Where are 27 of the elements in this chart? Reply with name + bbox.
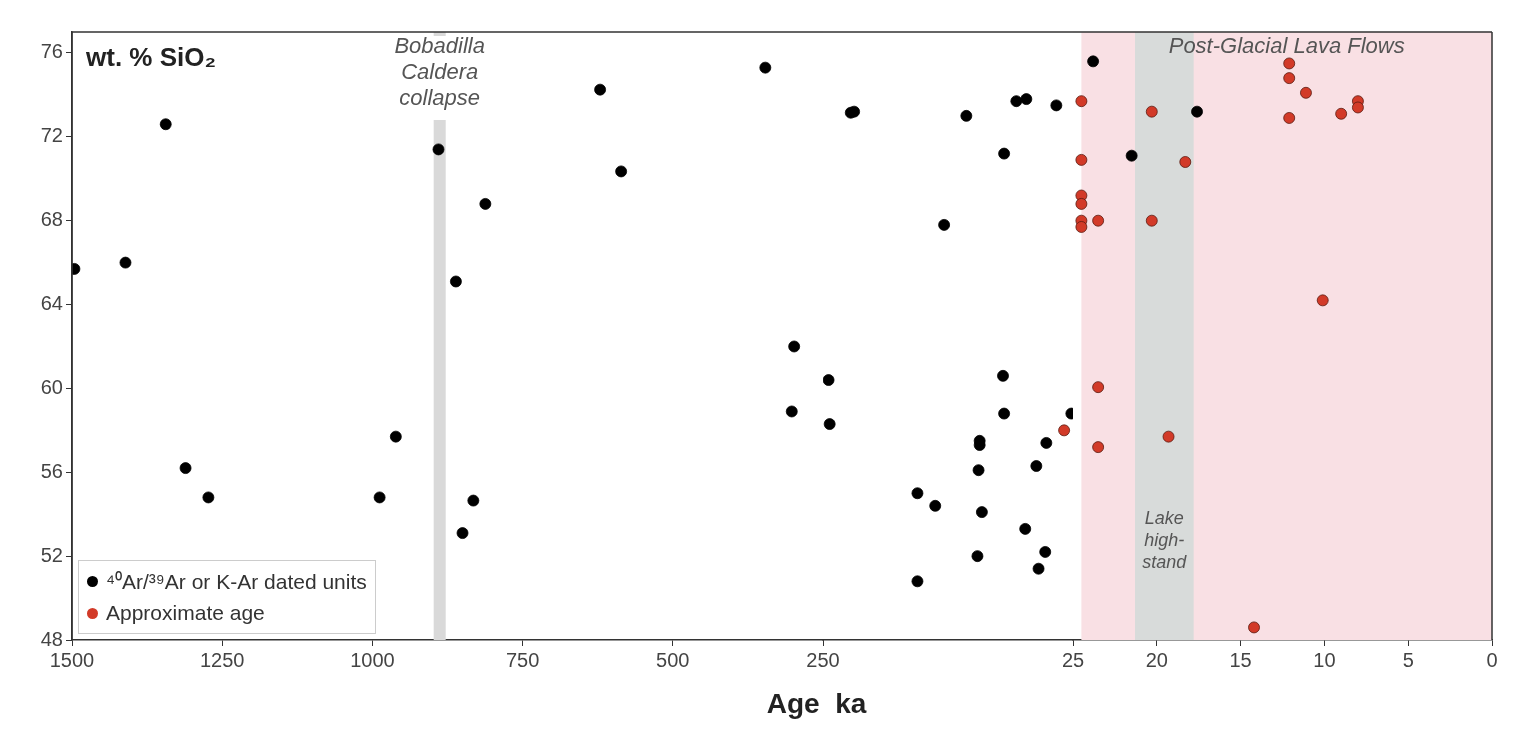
x-tick-label: 15 <box>1229 648 1252 671</box>
y-tick-label: 64 <box>40 292 63 315</box>
y-tick-label: 72 <box>40 124 63 147</box>
x-tick-label: 1250 <box>199 648 245 671</box>
x-tick-label: 500 <box>656 648 690 671</box>
y-tick-label: 76 <box>40 40 63 63</box>
band-label: Lake high-stand <box>1142 508 1188 572</box>
x-tick-label: 20 <box>1145 648 1169 671</box>
x-tick-label: 0 <box>1486 648 1498 671</box>
x-tick-label: 1000 <box>350 648 395 671</box>
x-tick-label: 1500 <box>49 648 95 671</box>
x-tick-label: 5 <box>1402 648 1414 671</box>
y-tick-label: 48 <box>40 627 63 650</box>
y-tick-label: 52 <box>40 543 63 566</box>
band-label: Post-Glacial Lava Flows <box>1168 33 1405 59</box>
x-axis-title: Age ka <box>765 688 868 720</box>
y-tick-label: 60 <box>40 375 63 398</box>
legend-label: ⁴⁰Ar/³⁹Ar or K-Ar dated units <box>106 569 367 595</box>
y-axis-title: wt. % SiO₂ <box>86 42 217 73</box>
x-tick-label: 750 <box>505 648 540 671</box>
band-label: Bobadilla Caldera collapse <box>394 33 485 111</box>
legend-label: Approximate age <box>106 601 265 625</box>
x-tick-label: 250 <box>806 648 840 671</box>
y-tick-label: 68 <box>40 208 63 231</box>
y-tick-label: 56 <box>40 459 63 482</box>
x-tick-label: 10 <box>1313 648 1336 671</box>
x-tick-label: 25 <box>1062 648 1085 671</box>
